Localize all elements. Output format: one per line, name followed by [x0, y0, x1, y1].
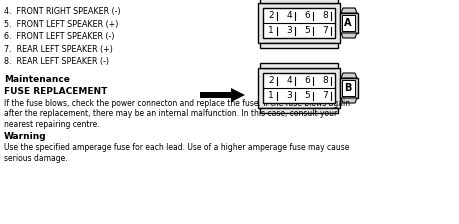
Text: 2: 2	[269, 11, 274, 20]
Text: after the replacement, there may be an internal malfunction. In this case, consu: after the replacement, there may be an i…	[4, 109, 337, 118]
Text: 6: 6	[304, 11, 310, 20]
Bar	[258, 3, 340, 43]
Bar	[342, 80, 355, 96]
Text: 3: 3	[286, 91, 292, 100]
Text: If the fuse blows, check the power connecton and replace the fuse. If the fuse b: If the fuse blows, check the power conne…	[4, 99, 350, 108]
Bar	[260, 108, 338, 113]
Text: 7.  REAR LEFT SPEAKER (+): 7. REAR LEFT SPEAKER (+)	[4, 45, 113, 54]
Polygon shape	[341, 33, 357, 38]
Polygon shape	[341, 8, 357, 13]
Text: 6.  FRONT LEFT SPEAKER (-): 6. FRONT LEFT SPEAKER (-)	[4, 32, 114, 41]
Text: serious damage.: serious damage.	[4, 153, 67, 162]
Bar	[200, 92, 231, 98]
Text: 1: 1	[268, 26, 274, 35]
Bar	[263, 8, 335, 38]
Text: 5.  FRONT LEFT SPEAKER (+): 5. FRONT LEFT SPEAKER (+)	[4, 19, 118, 28]
Polygon shape	[341, 73, 357, 78]
Bar	[342, 15, 355, 31]
Text: 4: 4	[286, 11, 292, 20]
Polygon shape	[231, 88, 245, 102]
Bar	[263, 8, 335, 38]
Text: 1: 1	[268, 91, 274, 100]
Bar	[260, 63, 338, 68]
Text: Warning: Warning	[4, 132, 47, 141]
Text: Maintenance: Maintenance	[4, 75, 70, 84]
Text: Use the specified amperage fuse for each lead. Use of a higher amperage fuse may: Use the specified amperage fuse for each…	[4, 143, 349, 152]
Bar	[263, 73, 335, 103]
Bar	[340, 78, 358, 98]
Bar	[260, 0, 338, 3]
Text: FUSE REPLACEMENT: FUSE REPLACEMENT	[4, 86, 107, 95]
Text: 8.  REAR LEFT SPEAKER (-): 8. REAR LEFT SPEAKER (-)	[4, 57, 109, 66]
Text: 3: 3	[286, 26, 292, 35]
Text: B: B	[344, 83, 352, 93]
Text: 2: 2	[269, 76, 274, 85]
Text: 7: 7	[322, 91, 328, 100]
Text: 4.  FRONT RIGHT SPEAKER (-): 4. FRONT RIGHT SPEAKER (-)	[4, 7, 121, 16]
Text: nearest repairing centre.: nearest repairing centre.	[4, 119, 100, 129]
Text: 5: 5	[304, 26, 310, 35]
Bar	[258, 68, 340, 108]
Text: A: A	[344, 18, 352, 28]
Bar	[260, 43, 338, 48]
Text: 7: 7	[322, 26, 328, 35]
Bar	[340, 13, 358, 33]
Text: 8: 8	[322, 76, 328, 85]
Text: 8: 8	[322, 11, 328, 20]
Bar	[263, 73, 335, 103]
Polygon shape	[341, 98, 357, 103]
Text: 5: 5	[304, 91, 310, 100]
Text: 4: 4	[286, 76, 292, 85]
Text: 6: 6	[304, 76, 310, 85]
